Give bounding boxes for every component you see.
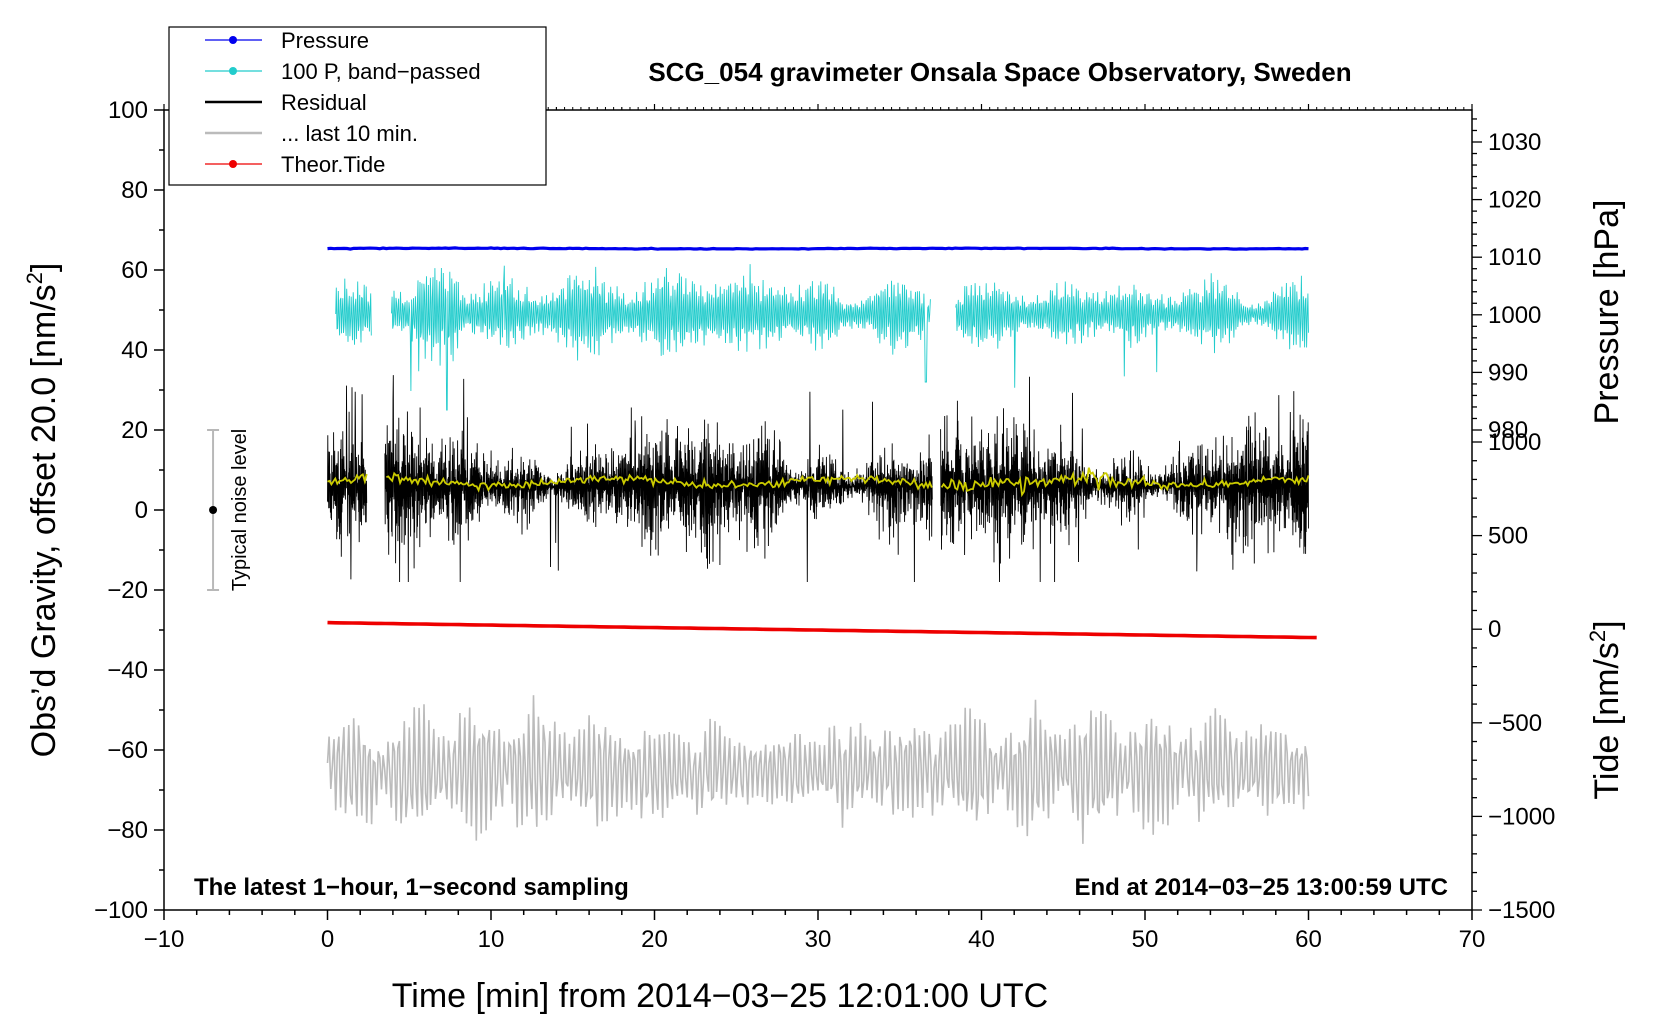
y-axis-label-main: Obs’d Gravity, offset 20.0 [nm/s: [25, 284, 63, 757]
annotation-end-time: End at 2014−03−25 13:00:59 UTC: [1074, 874, 1448, 901]
y-tick-label: −80: [107, 817, 148, 844]
series-last-10-min: [326, 695, 1310, 844]
legend-label: 100 P, band−passed: [281, 59, 481, 84]
x-tick-label: −10: [144, 926, 185, 953]
legend-label: Pressure: [281, 28, 369, 53]
y-tick-label: 40: [121, 337, 148, 364]
data-series-layer: [326, 246, 1317, 844]
y-tick-label: −20: [107, 577, 148, 604]
tide-tick-label: −500: [1488, 710, 1542, 737]
pressure-tick-label: 980: [1488, 417, 1528, 444]
pressure-tick-label: 990: [1488, 359, 1528, 386]
y-tick-label: −60: [107, 737, 148, 764]
y-axis-label: Obs’d Gravity, offset 20.0 [nm/s2]: [22, 263, 63, 758]
tide-tick-label: 1000: [1488, 429, 1541, 456]
y-tick-label: 80: [121, 177, 148, 204]
tide-axis-label-sup: 2: [1585, 630, 1610, 642]
legend-swatch-dot: [229, 67, 237, 75]
noise-bar-label: Typical noise level: [229, 429, 251, 591]
y-axis-label-close: ]: [25, 263, 63, 272]
series-bandpassed-pressure: [335, 264, 1309, 411]
legend-label: Residual: [281, 90, 367, 115]
y-tick-label: 0: [135, 497, 148, 524]
x-tick-label: 0: [321, 926, 334, 953]
legend-items: Pressure 100 P, band−passed Residual ... la…: [205, 28, 481, 177]
annotation-sampling: The latest 1−hour, 1−second sampling: [194, 874, 629, 901]
tide-tick-label: −1000: [1488, 803, 1555, 830]
y-tick-label: −100: [94, 897, 148, 924]
legend-box: [168, 26, 547, 186]
x-tick-label: 60: [1295, 926, 1322, 953]
y-axis-ticks: −100 −80 −60 −40 −20 0 20 40 60 80 100: [94, 97, 164, 924]
tide-axis-label-close: ]: [1588, 620, 1626, 629]
legend-label: Theor.Tide: [281, 152, 385, 177]
pressure-tick-label: 1020: [1488, 187, 1541, 214]
series-theoretical-tide: [327, 620, 1317, 640]
y-axis-label-sup: 2: [22, 272, 47, 284]
tide-axis-label-main: Tide [nm/s: [1588, 642, 1626, 799]
legend-swatch-dot: [229, 160, 237, 168]
y-tick-label: 100: [108, 97, 148, 124]
x-tick-label: 40: [968, 926, 995, 953]
legend-swatch-dot: [229, 36, 237, 44]
tide-axis-label: Tide [nm/s2]: [1585, 620, 1626, 799]
legend: Pressure 100 P, band−passed Residual ... la…: [168, 26, 547, 186]
y-tick-label: 20: [121, 417, 148, 444]
pressure-tick-label: 1010: [1488, 244, 1541, 271]
series-pressure: [327, 246, 1309, 251]
x-tick-label: 20: [641, 926, 668, 953]
series-residual-smoothed: [327, 467, 1310, 498]
legend-label: ... last 10 min.: [281, 121, 418, 146]
pressure-tick-label: 1000: [1488, 302, 1541, 329]
pressure-axis-ticks: 980 990 1000 1010 1020 1030: [1472, 118, 1541, 444]
x-axis-label: Time [min] from 2014−03−25 12:01:00 UTC: [392, 977, 1048, 1015]
x-tick-label: 50: [1132, 926, 1159, 953]
pressure-axis-label: Pressure [hPa]: [1588, 200, 1626, 425]
x-axis-ticks: −10 0 10 20 30 40 50 60 70: [144, 104, 1486, 953]
chart-title: SCG_054 gravimeter Onsala Space Observat…: [648, 57, 1351, 87]
x-tick-label: 30: [805, 926, 832, 953]
x-tick-label: 70: [1459, 926, 1486, 953]
tide-tick-label: 0: [1488, 616, 1501, 643]
pressure-tick-label: 1030: [1488, 129, 1541, 156]
y-tick-label: 60: [121, 257, 148, 284]
tide-axis-ticks: −1500 −1000 −500 0 500 1000: [1472, 429, 1555, 924]
tide-tick-label: −1500: [1488, 897, 1555, 924]
tide-tick-label: 500: [1488, 523, 1528, 550]
y-tick-label: −40: [107, 657, 148, 684]
x-tick-label: 10: [478, 926, 505, 953]
typical-noise-level: Typical noise level: [207, 429, 251, 591]
noise-bar-center-dot: [209, 506, 218, 514]
